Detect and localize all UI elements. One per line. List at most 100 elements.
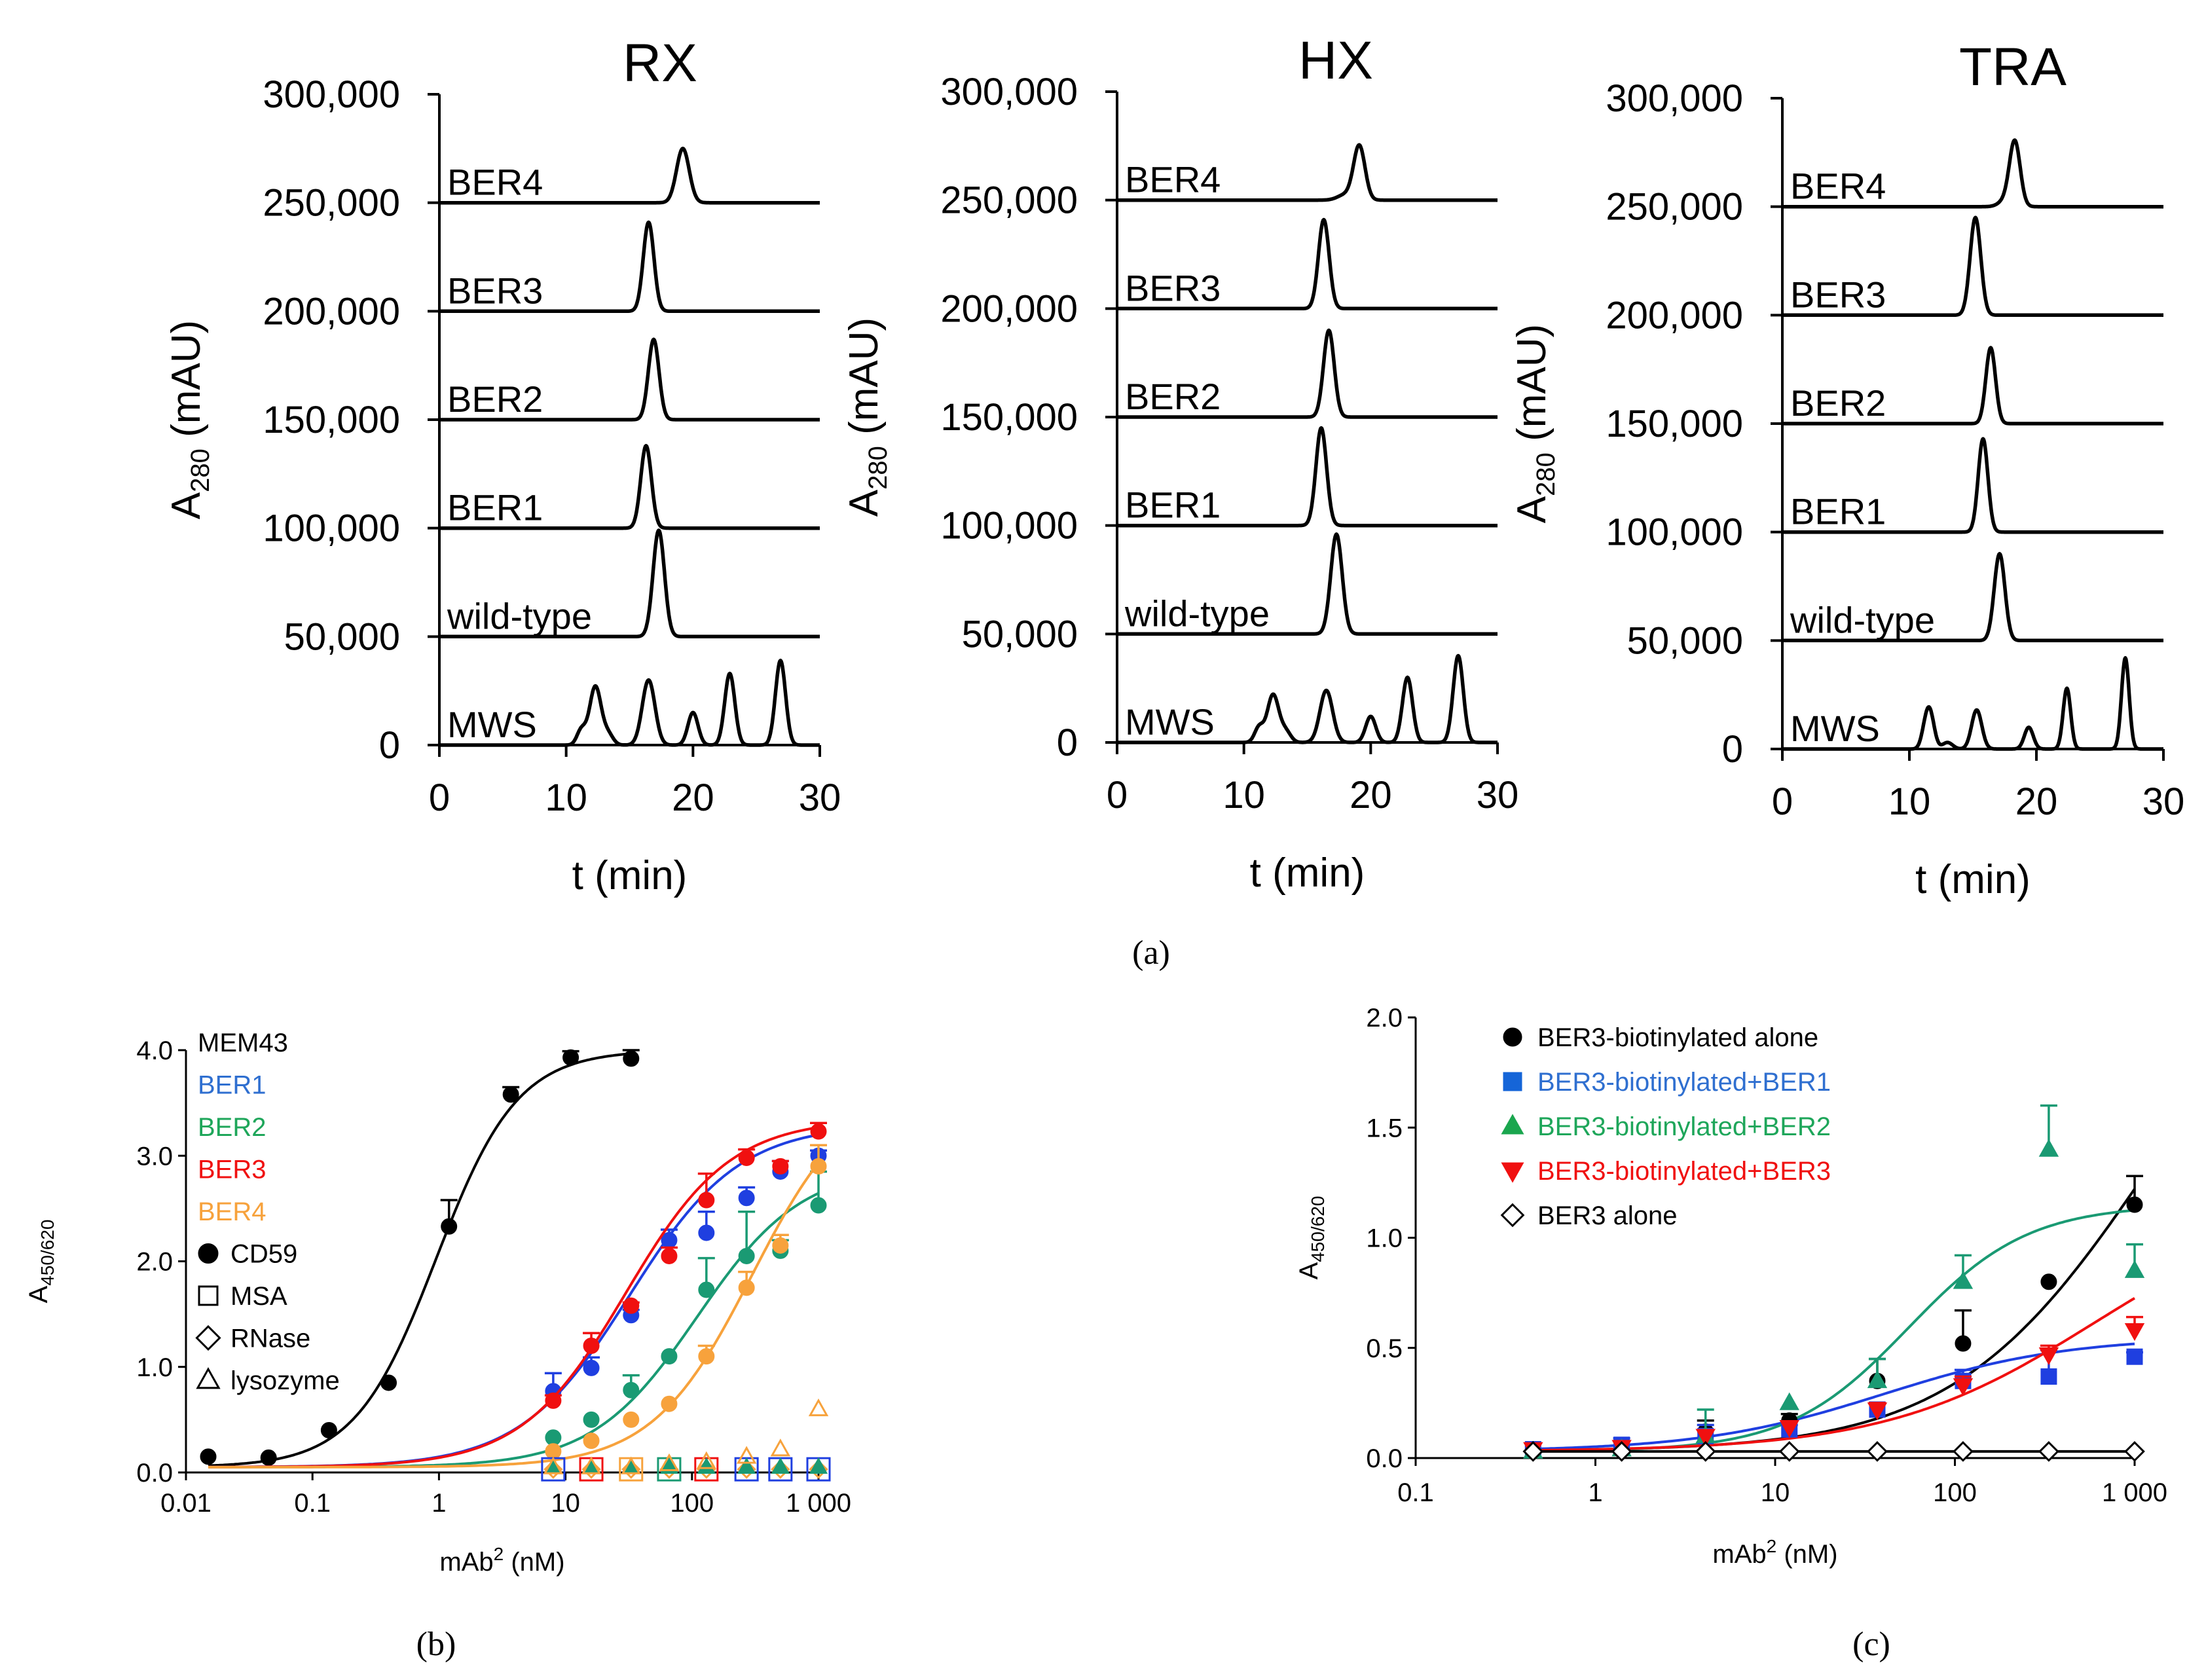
x-tick-label: 0.01 xyxy=(160,1489,211,1518)
trace-label-ber2: BER2 xyxy=(1790,382,1886,424)
trace-label-ber3: BER3 xyxy=(1125,267,1221,308)
fit-ber3-biotinylated-ber1 xyxy=(1533,1342,2135,1451)
point-ber3-biotinylated-ber2 xyxy=(1953,1271,1974,1289)
trace-ber3 xyxy=(1116,217,1499,311)
fit-ber1 xyxy=(208,1133,819,1469)
point-ber3-alone xyxy=(1867,1441,1888,1462)
control-lysozyme-triangle xyxy=(808,1398,829,1417)
legend-label-ber4: BER4 xyxy=(198,1197,267,1226)
y-tick-label: 250,000 xyxy=(263,182,400,225)
control-rnase-diamond xyxy=(771,1459,790,1479)
x-tick-label: 1 xyxy=(1588,1478,1602,1507)
y-tick-label: 1.5 xyxy=(1366,1114,1403,1142)
point-ber3-biotinylated-alone xyxy=(2040,1273,2057,1290)
trace-label-ber3: BER3 xyxy=(1790,274,1886,315)
trace-wild-type xyxy=(438,528,821,639)
point-ber4 xyxy=(583,1433,600,1450)
y-axis-label: A450/620 xyxy=(24,1220,58,1304)
trace-ber3 xyxy=(438,220,821,314)
y-tick-label: 50,000 xyxy=(962,613,1078,655)
point-ber4 xyxy=(810,1158,827,1175)
point-ber2 xyxy=(661,1348,678,1365)
point-ber4 xyxy=(698,1348,715,1365)
x-tick-label: 10 xyxy=(545,776,587,819)
point-ber3-alone xyxy=(2124,1441,2145,1462)
point-ber3 xyxy=(738,1149,755,1166)
plots: 050,000100,000150,000200,000250,000300,0… xyxy=(24,31,2184,1577)
trace-ber3 xyxy=(1781,215,2165,318)
chart-a-hx: 0 50,000 100,000 150,000 200,000 250,000 300,0… xyxy=(841,31,1518,896)
y-axis-label: A280 (mAU) xyxy=(164,320,215,519)
y-tick-label: 4.0 xyxy=(136,1036,173,1065)
y-tick-label: 50,000 xyxy=(1627,619,1743,662)
trace-label-mws: MWS xyxy=(1125,701,1215,742)
trace-ber2 xyxy=(438,337,821,422)
fit-ber3-biotinylated-ber2 xyxy=(1533,1209,2135,1453)
legend-label-cd59: CD59 xyxy=(230,1240,297,1269)
x-tick-label: 10 xyxy=(1888,780,1931,823)
point-mem43 xyxy=(200,1448,217,1465)
y-tick-label: 0 xyxy=(1057,721,1078,764)
point-mem43 xyxy=(260,1449,277,1466)
trace-wild-type xyxy=(1116,532,1499,636)
y-tick-label: 150,000 xyxy=(1606,403,1743,445)
legend-marker-lysozyme xyxy=(196,1367,221,1389)
y-tick-label: 50,000 xyxy=(284,615,400,658)
trace-label-mws: MWS xyxy=(1790,708,1880,749)
point-ber3-alone xyxy=(1778,1441,1800,1462)
y-tick-label: 250,000 xyxy=(940,179,1078,222)
x-tick-label: 0 xyxy=(1772,780,1793,823)
x-tick-label: 0.1 xyxy=(294,1489,331,1518)
legend-marker-ber3-biotinylated-ber3 xyxy=(1501,1162,1524,1183)
chart-title: HX xyxy=(1298,31,1373,90)
trace-mws xyxy=(1116,653,1499,744)
chart-c: 0.0 0.5 1.0 1.5 2.0 0.1 1 10 100 1 000 mAb2 (nM) A4… xyxy=(1295,1004,2167,1569)
trace-label-mws: MWS xyxy=(447,704,537,745)
point-ber2 xyxy=(698,1281,715,1298)
point-ber3-biotinylated-ber2 xyxy=(1779,1392,1799,1410)
point-mem43 xyxy=(380,1374,397,1391)
y-axis-label: A280 (mAU) xyxy=(841,318,892,517)
legend-label-ber3-biotinylated-ber2: BER3-biotinylated+BER2 xyxy=(1537,1112,1831,1141)
x-axis-label: mAb2 (nM) xyxy=(439,1544,564,1577)
point-ber3-biotinylated-ber3 xyxy=(1779,1420,1799,1438)
legend-marker-cd59 xyxy=(198,1243,219,1264)
point-ber2 xyxy=(623,1381,640,1398)
fit-mem43 xyxy=(208,1051,634,1467)
y-tick-label: 0.0 xyxy=(136,1459,173,1488)
y-tick-label: 300,000 xyxy=(940,71,1078,113)
point-mem43 xyxy=(320,1422,337,1438)
y-tick-label: 200,000 xyxy=(940,287,1078,330)
legend-marker-ber3-alone xyxy=(1500,1203,1525,1228)
control-rnase-diamond xyxy=(697,1459,716,1479)
control-lysozyme-triangle-filled xyxy=(771,1457,790,1474)
x-tick-label: 20 xyxy=(1350,774,1392,816)
y-tick-label: 200,000 xyxy=(1606,294,1743,337)
control-lysozyme-triangle xyxy=(659,1453,680,1471)
y-tick-label: 0 xyxy=(379,724,400,767)
point-ber3-biotinylated-ber1 xyxy=(2040,1368,2057,1385)
chart-b: 0.0 1.0 2.0 3.0 4.0 0.01 0.1 1 10 100 1 000 mAb2 (n… xyxy=(24,1029,851,1577)
point-mem43 xyxy=(562,1049,579,1066)
x-axis-label: mAb2 (nM) xyxy=(1712,1536,1837,1569)
control-lysozyme-triangle xyxy=(581,1456,602,1474)
trace-label-wild-type: wild-type xyxy=(1124,593,1270,634)
point-ber2 xyxy=(545,1429,562,1446)
y-tick-label: 300,000 xyxy=(1606,77,1743,120)
panel-b-label: (b) xyxy=(416,1626,456,1663)
point-ber3 xyxy=(661,1247,678,1264)
point-ber3-alone xyxy=(1953,1441,1974,1462)
point-ber3 xyxy=(623,1297,640,1314)
point-ber3-alone xyxy=(2038,1441,2059,1462)
trace-label-ber4: BER4 xyxy=(1125,159,1221,200)
legend-marker-ber3-biotinylated-alone xyxy=(1503,1027,1522,1047)
point-ber3-biotinylated-ber3 xyxy=(2124,1323,2145,1342)
control-rnase-diamond xyxy=(809,1459,828,1479)
legend-marker-msa xyxy=(198,1285,219,1306)
control-lysozyme-triangle-filled xyxy=(737,1457,756,1474)
trace-label-ber1: BER1 xyxy=(447,487,543,528)
trace-label-ber4: BER4 xyxy=(1790,166,1886,207)
point-ber2 xyxy=(738,1247,755,1264)
point-ber3-biotinylated-alone xyxy=(1955,1335,1972,1352)
control-lysozyme-triangle xyxy=(696,1451,717,1469)
